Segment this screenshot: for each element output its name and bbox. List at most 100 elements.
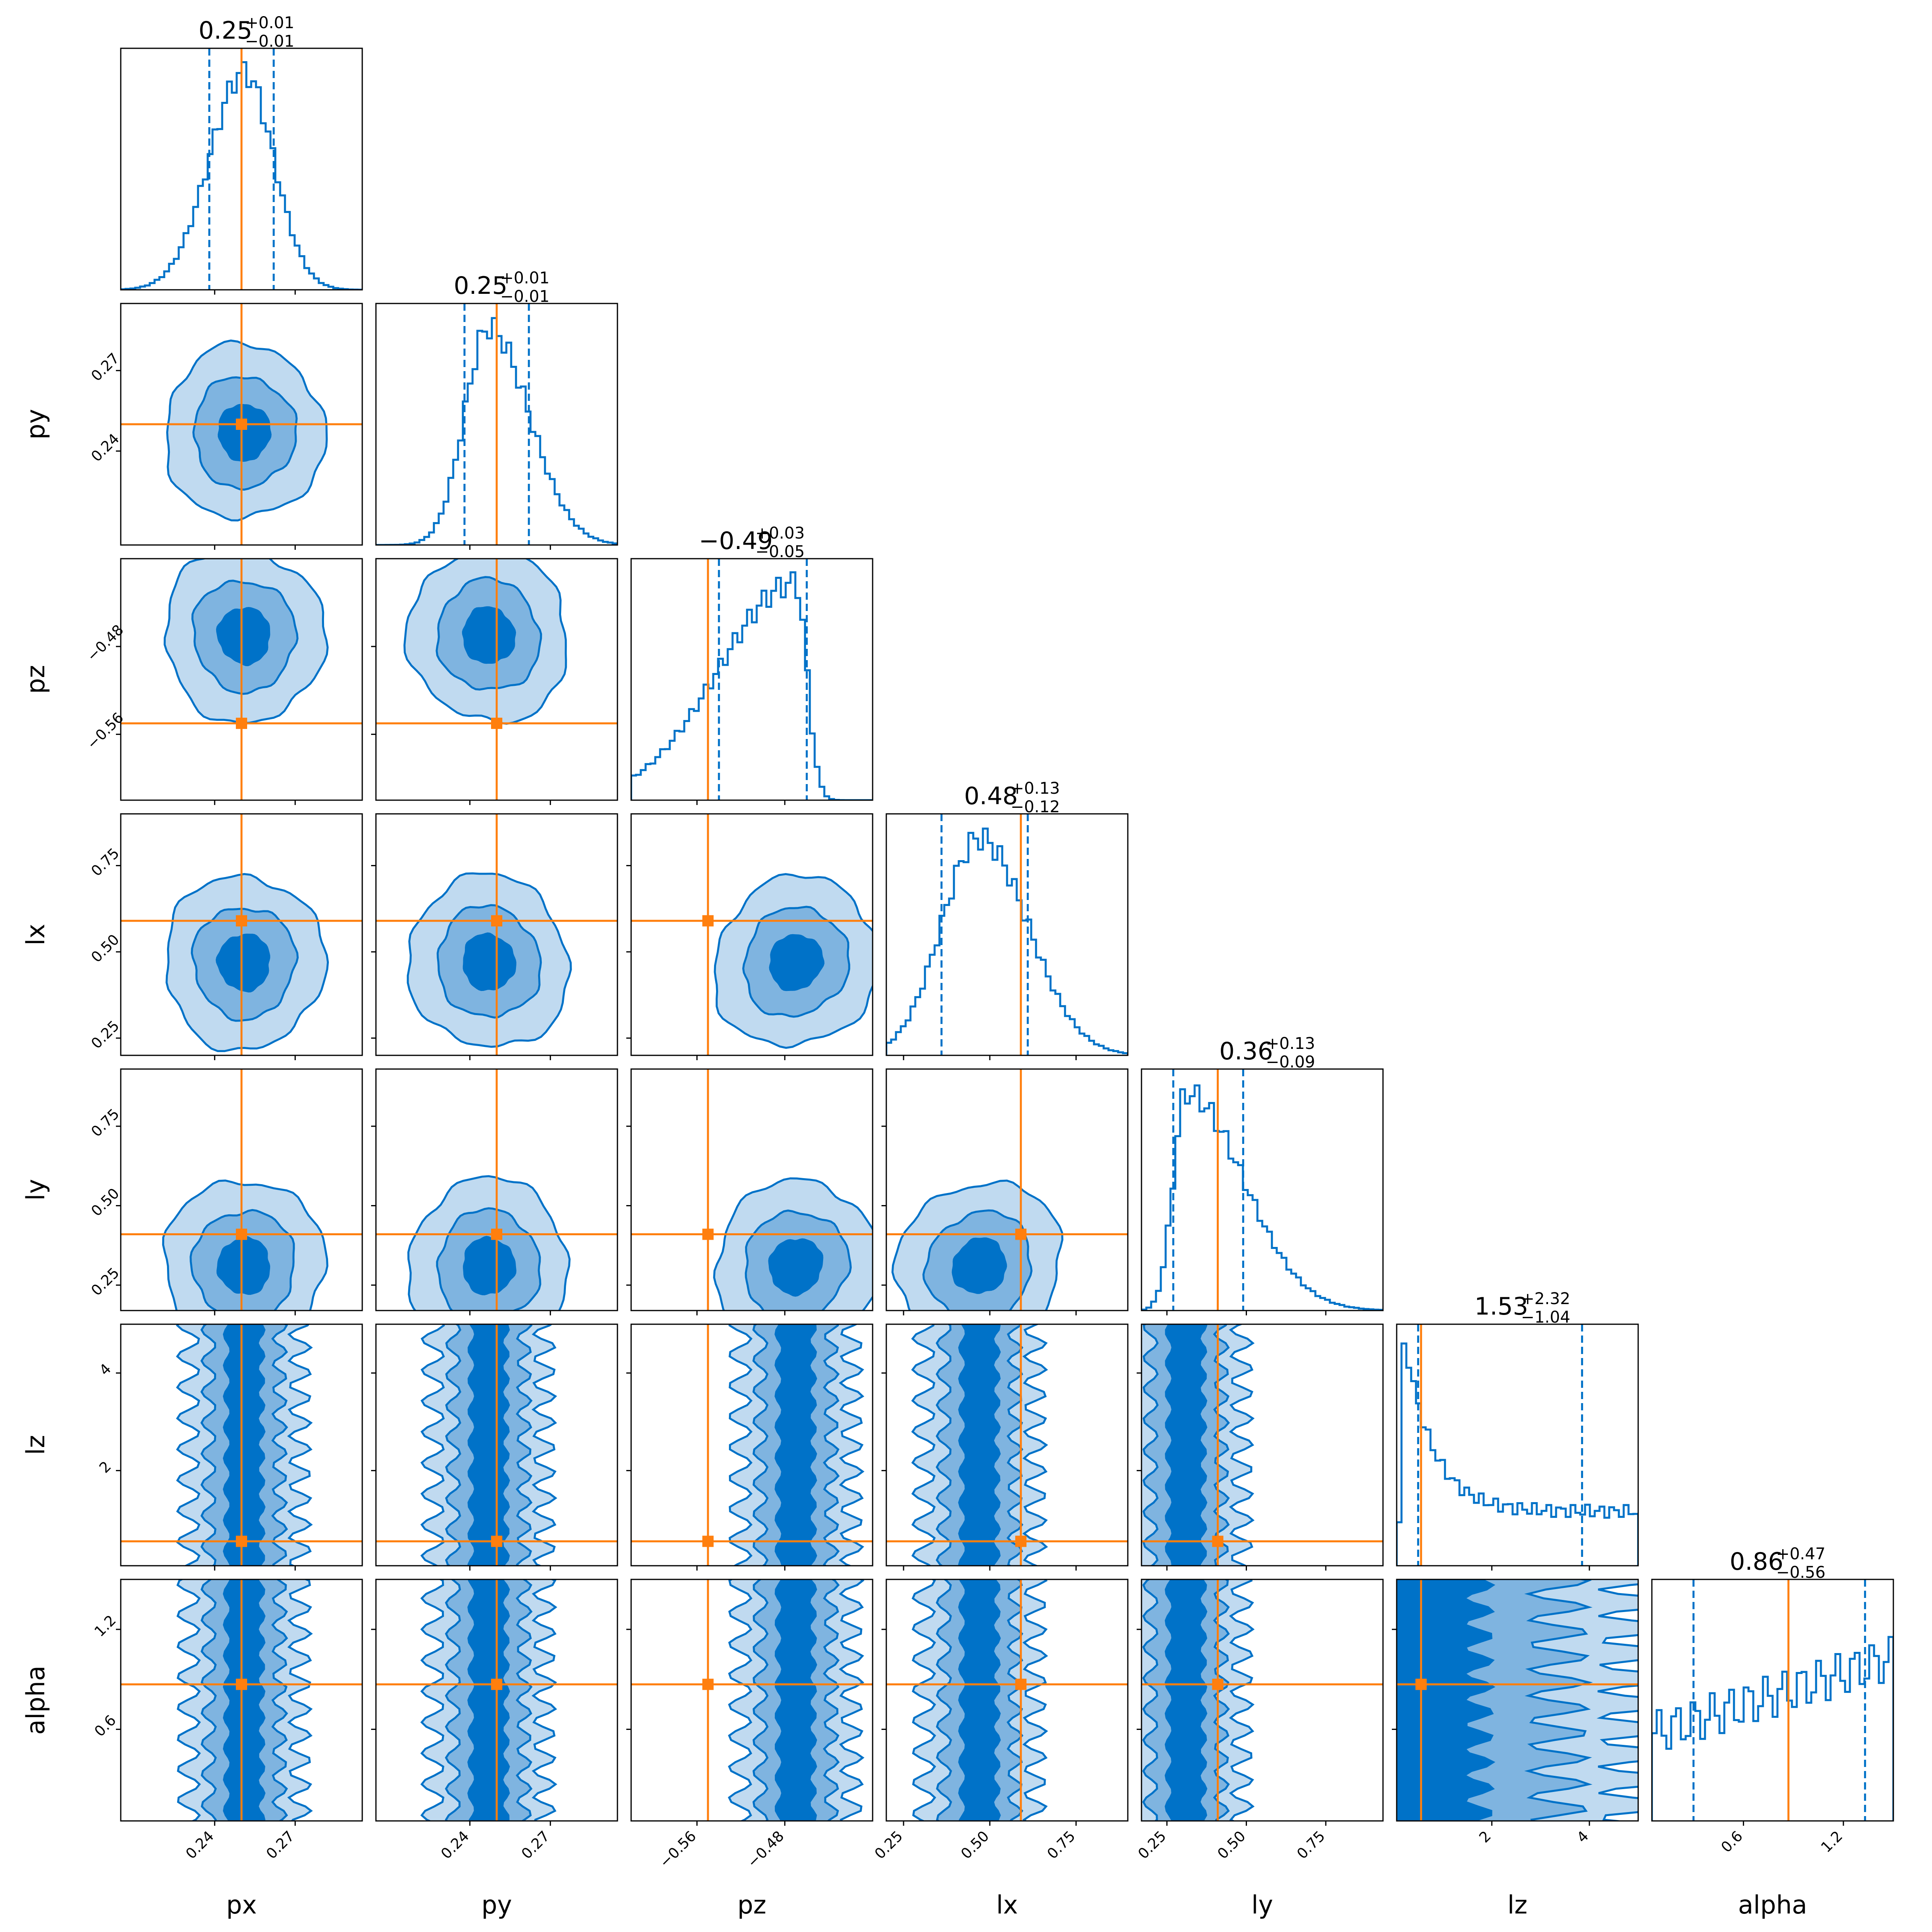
x-axis-label-py: py bbox=[481, 1890, 512, 1920]
title-minus: −0.56 bbox=[1776, 1563, 1826, 1582]
contour-level-3 bbox=[223, 1579, 266, 1821]
panel-lx-vs-lz bbox=[881, 1323, 1129, 1571]
panel-frame bbox=[1141, 1323, 1384, 1567]
x-axis-label-lz: lz bbox=[1507, 1890, 1527, 1920]
hist-alpha: 0.86+0.47−0.56 bbox=[1651, 1545, 1894, 1826]
title-plus: +0.03 bbox=[755, 524, 805, 543]
panel-ly-vs-alpha bbox=[1137, 1579, 1384, 1826]
panel-frame bbox=[120, 1068, 363, 1311]
x-tick-label-alpha: 1.2 bbox=[1818, 1828, 1846, 1856]
histogram-steps bbox=[1397, 1342, 1638, 1566]
panel-frame bbox=[886, 1323, 1129, 1567]
panel-frame bbox=[120, 1579, 363, 1822]
truth-marker bbox=[702, 915, 714, 927]
x-axis-label-lx: lx bbox=[996, 1890, 1018, 1920]
truth-marker bbox=[236, 718, 247, 729]
truth-marker bbox=[1015, 1536, 1027, 1547]
panel-frame bbox=[375, 558, 618, 801]
truth-marker bbox=[1015, 1228, 1027, 1240]
title-plus: +0.01 bbox=[500, 269, 550, 287]
histogram-steps bbox=[1141, 1084, 1383, 1311]
truth-marker bbox=[491, 1536, 502, 1547]
x-tick-label-px: 0.27 bbox=[263, 1828, 298, 1862]
panel-px-vs-pz bbox=[116, 558, 363, 805]
hist-title-alpha: 0.86 bbox=[1730, 1548, 1783, 1576]
hist-title-py: 0.25 bbox=[454, 272, 508, 300]
y-tick-label-ly: 0.75 bbox=[88, 1106, 123, 1140]
hist-title-ly: 0.36 bbox=[1219, 1037, 1273, 1065]
x-tick-label-px: 0.24 bbox=[183, 1828, 217, 1862]
histogram-steps bbox=[886, 828, 1128, 1055]
panel-frame bbox=[630, 558, 873, 801]
truth-marker bbox=[236, 1228, 247, 1240]
truth-marker bbox=[702, 1678, 714, 1690]
histogram-steps bbox=[376, 317, 617, 545]
hist-ly: 0.36+0.13−0.09 bbox=[1141, 1034, 1384, 1315]
panel-pz-vs-alpha bbox=[626, 1579, 873, 1826]
panel-frame bbox=[886, 813, 1129, 1056]
truth-marker bbox=[702, 1536, 714, 1547]
contour-level-3 bbox=[467, 1579, 510, 1821]
title-minus: −0.01 bbox=[500, 287, 550, 306]
y-tick-label-alpha: 0.6 bbox=[91, 1712, 119, 1740]
title-minus: −0.12 bbox=[1011, 798, 1060, 816]
x-tick-label-lz: 4 bbox=[1574, 1828, 1592, 1846]
truth-marker bbox=[1015, 1678, 1027, 1690]
panel-ly-vs-lz bbox=[1137, 1323, 1384, 1571]
panel-py-vs-alpha bbox=[371, 1579, 618, 1826]
title-plus: +0.13 bbox=[1011, 779, 1060, 798]
y-tick-label-lz: 4 bbox=[96, 1360, 114, 1379]
hist-title-lx: 0.48 bbox=[964, 782, 1018, 810]
y-tick-label-alpha: 1.2 bbox=[91, 1612, 119, 1640]
hist-lz: 1.53+2.32−1.04 bbox=[1396, 1290, 1639, 1571]
contour-level-3 bbox=[1165, 1324, 1208, 1566]
x-tick-label-pz: −0.48 bbox=[744, 1828, 787, 1871]
hist-title-px: 0.25 bbox=[198, 17, 252, 45]
title-minus: −0.05 bbox=[755, 543, 805, 561]
title-plus: +0.01 bbox=[245, 14, 295, 32]
contour-level-3 bbox=[467, 1324, 510, 1566]
x-tick-label-py: 0.27 bbox=[518, 1828, 553, 1862]
panel-frame bbox=[120, 47, 363, 291]
panel-pz-vs-lz bbox=[626, 1323, 873, 1571]
contour-level-3 bbox=[958, 1579, 1001, 1821]
panel-lx-vs-alpha bbox=[881, 1579, 1129, 1826]
x-tick-label-ly: 0.75 bbox=[1294, 1828, 1329, 1862]
y-tick-label-lx: 0.75 bbox=[88, 845, 123, 880]
title-minus: −0.01 bbox=[245, 32, 295, 51]
panel-frame bbox=[1396, 1323, 1639, 1567]
y-tick-label-ly: 0.25 bbox=[88, 1265, 123, 1299]
panel-frame bbox=[375, 813, 618, 1056]
panel-px-vs-lx bbox=[116, 813, 363, 1060]
y-axis-label-lz: lz bbox=[21, 1435, 50, 1455]
truth-marker bbox=[1212, 1678, 1224, 1690]
truth-marker bbox=[491, 1228, 502, 1240]
panel-frame bbox=[120, 558, 363, 801]
panel-lz-vs-alpha bbox=[1392, 1579, 1639, 1826]
panel-frame bbox=[1651, 1579, 1894, 1822]
x-axis-label-alpha: alpha bbox=[1738, 1890, 1807, 1920]
panel-frame bbox=[886, 1579, 1129, 1822]
truth-marker bbox=[1415, 1678, 1427, 1690]
title-plus: +0.13 bbox=[1266, 1034, 1315, 1053]
panel-py-vs-pz bbox=[371, 558, 618, 805]
panel-frame bbox=[375, 303, 618, 546]
title-minus: −1.04 bbox=[1521, 1308, 1571, 1327]
x-tick-label-lx: 0.25 bbox=[872, 1828, 906, 1862]
contour-level-3 bbox=[958, 1324, 1001, 1566]
title-plus: +2.32 bbox=[1521, 1290, 1571, 1308]
y-tick-label-lx: 0.25 bbox=[88, 1018, 123, 1052]
panel-frame bbox=[630, 813, 873, 1056]
contour-level-3 bbox=[463, 1236, 517, 1296]
panel-px-vs-alpha bbox=[116, 1579, 363, 1826]
title-plus: +0.47 bbox=[1776, 1545, 1826, 1563]
x-tick-label-py: 0.24 bbox=[438, 1828, 473, 1862]
x-axis-label-px: px bbox=[226, 1890, 257, 1920]
x-tick-label-alpha: 0.6 bbox=[1718, 1828, 1746, 1856]
panel-frame bbox=[120, 813, 363, 1056]
x-tick-label-lz: 2 bbox=[1476, 1828, 1494, 1846]
panel-frame bbox=[120, 1323, 363, 1567]
truth-marker bbox=[236, 915, 247, 927]
panel-px-vs-lz bbox=[116, 1323, 363, 1571]
title-minus: −0.09 bbox=[1266, 1053, 1315, 1071]
